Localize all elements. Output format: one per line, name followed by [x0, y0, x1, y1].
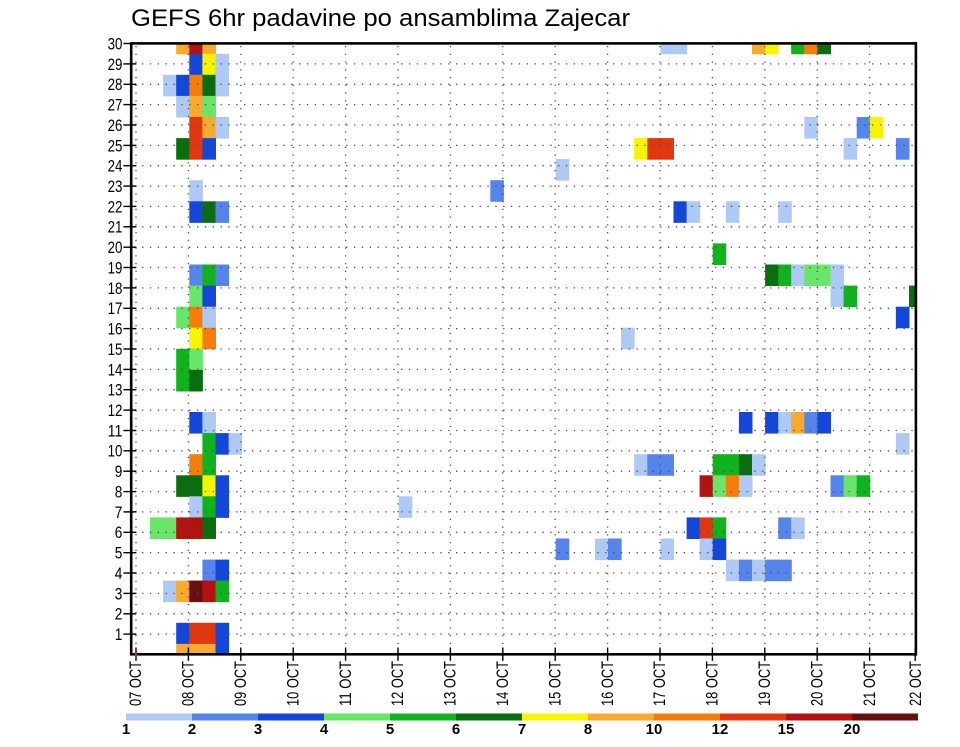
svg-text:28: 28 — [108, 76, 123, 94]
svg-text:7: 7 — [115, 504, 123, 522]
svg-text:6: 6 — [115, 524, 123, 542]
svg-text:10 OCT: 10 OCT — [284, 661, 302, 706]
svg-text:14 OCT: 14 OCT — [494, 661, 512, 706]
svg-text:5: 5 — [115, 545, 123, 563]
svg-text:16 OCT: 16 OCT — [599, 661, 617, 706]
svg-text:29: 29 — [108, 56, 123, 74]
svg-text:27: 27 — [108, 97, 123, 115]
svg-text:10: 10 — [646, 721, 663, 738]
svg-text:5: 5 — [386, 721, 394, 738]
svg-text:25: 25 — [108, 137, 123, 155]
svg-text:22: 22 — [108, 198, 123, 216]
svg-text:15: 15 — [778, 721, 795, 738]
svg-text:1: 1 — [115, 626, 123, 644]
svg-text:1: 1 — [122, 721, 130, 738]
svg-text:8: 8 — [584, 721, 592, 738]
svg-text:8: 8 — [115, 484, 123, 502]
svg-text:09 OCT: 09 OCT — [232, 661, 250, 706]
svg-text:GEFS 6hr padavine po ansamblim: GEFS 6hr padavine po ansamblima Zajecar — [131, 5, 630, 32]
svg-text:19 OCT: 19 OCT — [756, 661, 774, 706]
svg-text:20 OCT: 20 OCT — [808, 661, 826, 706]
svg-text:6: 6 — [452, 721, 460, 738]
svg-text:21 OCT: 21 OCT — [861, 661, 879, 706]
svg-text:9: 9 — [115, 463, 123, 481]
svg-text:3: 3 — [115, 585, 123, 603]
svg-text:16: 16 — [108, 321, 123, 339]
svg-text:7: 7 — [518, 721, 526, 738]
svg-text:18 OCT: 18 OCT — [704, 661, 722, 706]
svg-text:13 OCT: 13 OCT — [442, 661, 460, 706]
svg-text:2: 2 — [188, 721, 196, 738]
svg-text:3: 3 — [254, 721, 262, 738]
svg-text:07 OCT: 07 OCT — [127, 661, 145, 706]
svg-text:14: 14 — [108, 361, 123, 379]
svg-text:13: 13 — [108, 382, 123, 400]
svg-text:12 OCT: 12 OCT — [389, 661, 407, 706]
svg-text:24: 24 — [108, 158, 123, 176]
svg-text:08 OCT: 08 OCT — [180, 661, 198, 706]
svg-text:11 OCT: 11 OCT — [337, 661, 355, 706]
svg-text:18: 18 — [108, 280, 123, 298]
svg-text:20: 20 — [844, 721, 861, 738]
svg-text:26: 26 — [108, 117, 123, 135]
svg-text:17 OCT: 17 OCT — [651, 661, 669, 706]
svg-text:4: 4 — [320, 721, 329, 738]
svg-text:2: 2 — [115, 606, 123, 624]
svg-text:15: 15 — [108, 341, 123, 359]
svg-text:12: 12 — [712, 721, 729, 738]
svg-text:19: 19 — [108, 259, 123, 277]
svg-text:20: 20 — [108, 239, 123, 257]
svg-text:30: 30 — [108, 35, 123, 53]
svg-text:15 OCT: 15 OCT — [546, 661, 564, 706]
svg-text:21: 21 — [108, 219, 123, 237]
svg-text:23: 23 — [108, 178, 123, 196]
svg-text:11: 11 — [108, 422, 123, 440]
svg-text:10: 10 — [108, 443, 123, 461]
svg-text:22 OCT: 22 OCT — [907, 661, 925, 706]
svg-text:17: 17 — [108, 300, 123, 318]
svg-text:12: 12 — [108, 402, 123, 420]
svg-text:4: 4 — [115, 565, 123, 583]
